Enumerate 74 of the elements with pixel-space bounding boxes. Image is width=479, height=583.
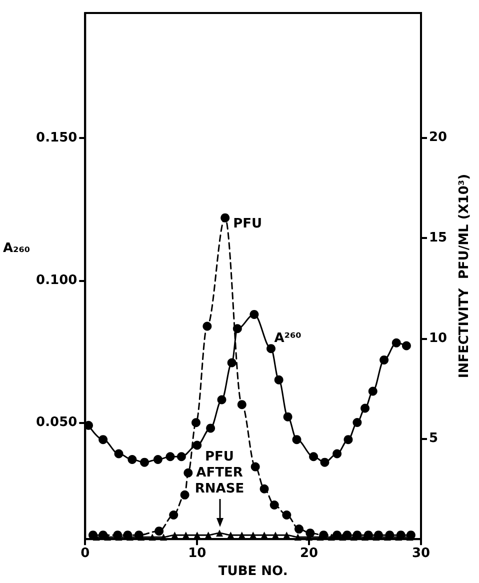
- point: [392, 338, 401, 348]
- point: [227, 532, 234, 539]
- y2-tick-label: 20: [429, 130, 448, 145]
- x-tick-label: 30: [412, 546, 430, 562]
- point: [250, 462, 260, 472]
- x-tick-label: 10: [188, 546, 206, 562]
- point: [153, 454, 162, 464]
- point: [180, 490, 190, 500]
- point: [202, 322, 212, 331]
- point: [192, 418, 200, 428]
- point: [216, 530, 223, 537]
- y-tick-label: 0.100: [36, 272, 78, 288]
- point: [352, 418, 362, 427]
- point: [294, 534, 302, 541]
- point: [360, 404, 370, 413]
- point: [217, 395, 226, 404]
- point: [339, 534, 346, 541]
- point: [169, 510, 178, 520]
- point: [192, 440, 202, 450]
- point: [260, 484, 269, 494]
- point: [148, 534, 156, 541]
- x-axis-title: TUBE NO.: [218, 564, 288, 579]
- point: [250, 310, 259, 319]
- point: [250, 532, 257, 539]
- point: [166, 452, 175, 462]
- series-label: PFU: [233, 216, 262, 232]
- y2-axis-title: INFECTIVITY PFU/ML (X10³): [457, 174, 472, 378]
- point: [282, 510, 292, 520]
- y-tick-label: 0.150: [36, 130, 78, 146]
- point: [98, 435, 108, 444]
- point: [274, 375, 284, 384]
- point: [237, 400, 246, 410]
- point: [238, 532, 246, 539]
- point: [182, 532, 190, 539]
- point: [194, 532, 201, 539]
- point: [160, 534, 168, 541]
- point: [283, 412, 292, 422]
- point: [220, 213, 230, 222]
- point: [176, 452, 186, 462]
- point: [283, 532, 290, 539]
- series-label: A²⁶⁰: [274, 330, 302, 346]
- point: [260, 532, 268, 539]
- point: [328, 534, 335, 541]
- point: [294, 524, 304, 534]
- point: [154, 526, 164, 536]
- point: [114, 449, 124, 458]
- point: [270, 500, 279, 510]
- y-axis-title: A₂₆₀: [2, 241, 30, 256]
- x-tick-label: 20: [300, 546, 318, 562]
- y2-tick-label: 5: [429, 431, 438, 446]
- y2-tick-label: 15: [429, 230, 448, 246]
- point: [128, 454, 137, 464]
- point: [332, 449, 342, 458]
- text: PFU AFTER RNASE: [194, 450, 244, 497]
- point: [344, 435, 353, 444]
- point: [292, 435, 302, 444]
- point: [380, 355, 389, 364]
- point: [368, 386, 378, 396]
- point: [171, 532, 178, 539]
- point: [206, 424, 216, 433]
- point: [184, 468, 193, 478]
- point: [272, 532, 279, 539]
- y2-tick-label: 10: [429, 330, 448, 346]
- x-tick-label: 0: [80, 546, 90, 562]
- y-tick-label: 0.050: [36, 415, 78, 430]
- point: [140, 458, 149, 467]
- point: [227, 358, 236, 368]
- point: [104, 534, 112, 541]
- point: [204, 532, 212, 539]
- point: [320, 458, 330, 467]
- point: [266, 344, 276, 354]
- point: [309, 452, 318, 462]
- point: [232, 324, 242, 334]
- point: [402, 341, 411, 350]
